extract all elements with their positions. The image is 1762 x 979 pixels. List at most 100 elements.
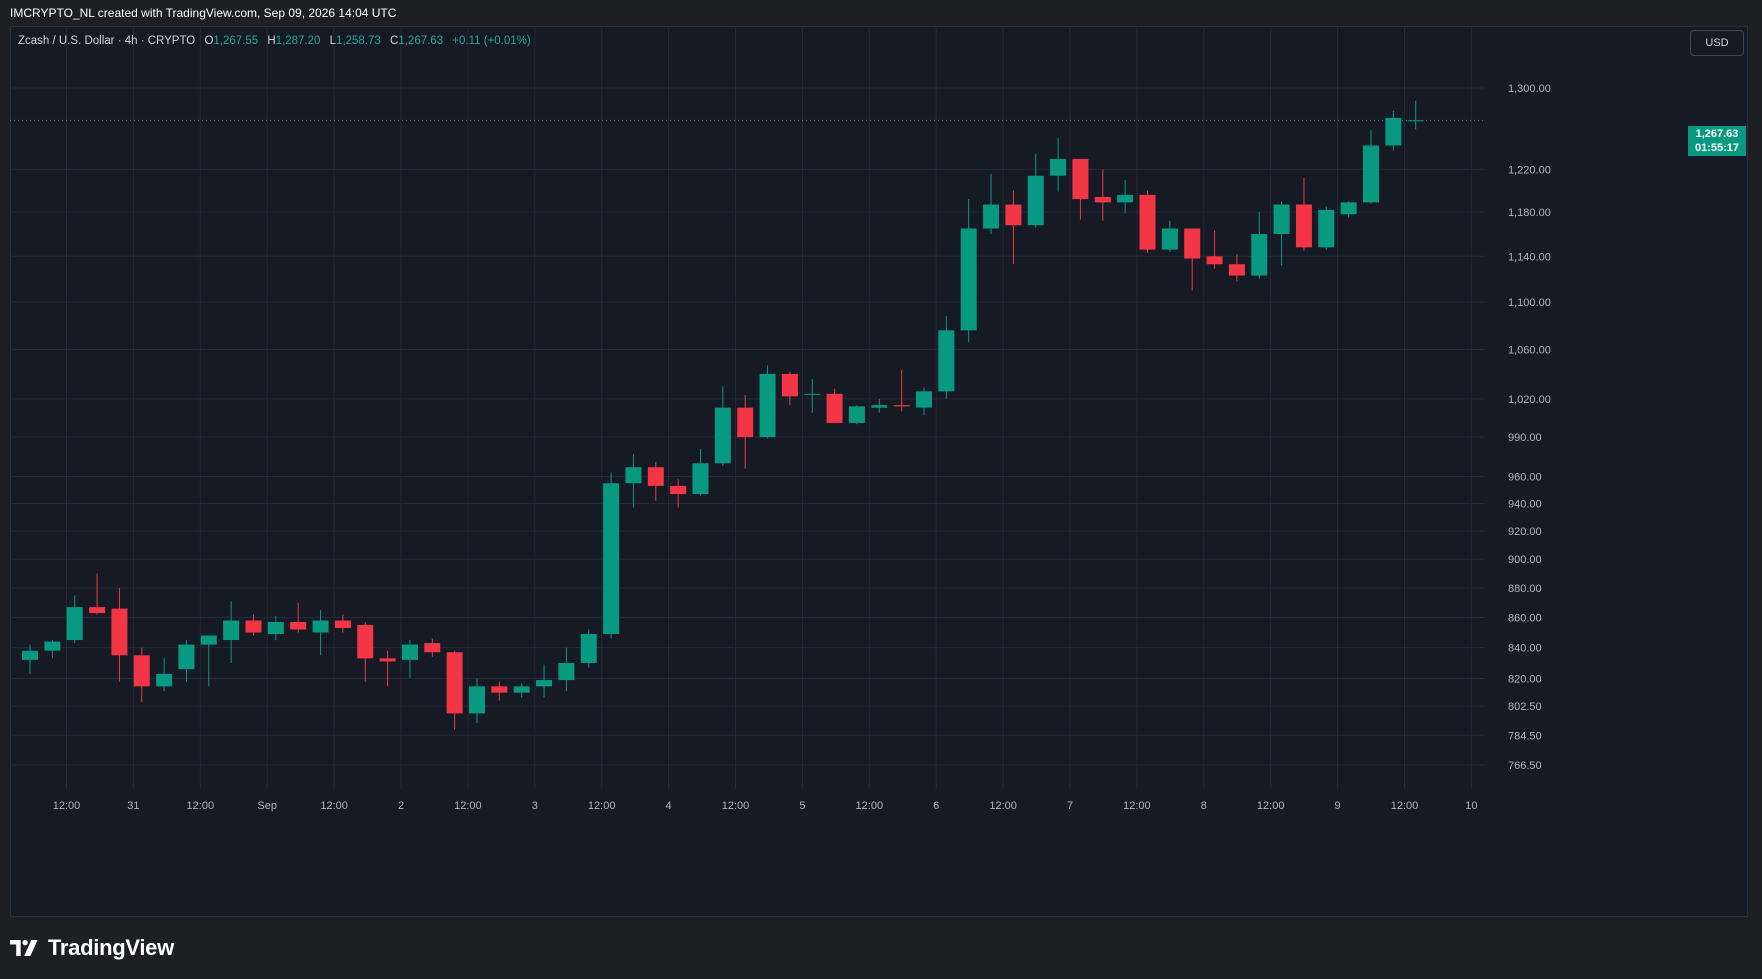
candle[interactable] xyxy=(960,199,977,343)
candle[interactable] xyxy=(1184,228,1201,291)
candle[interactable] xyxy=(781,371,798,406)
candle[interactable] xyxy=(670,479,687,508)
y-tick-label: 1,060.00 xyxy=(1508,345,1551,357)
candle-body xyxy=(89,607,106,614)
candle[interactable] xyxy=(1318,206,1335,250)
candle[interactable] xyxy=(223,601,240,664)
candle[interactable] xyxy=(22,644,38,674)
candle[interactable] xyxy=(804,378,821,413)
candle-body xyxy=(1050,158,1067,176)
y-tick-label: 840.00 xyxy=(1508,643,1542,655)
x-tick-label: 12:00 xyxy=(722,800,750,812)
candle[interactable] xyxy=(1206,230,1223,269)
y-tick-label: 860.00 xyxy=(1508,613,1542,625)
x-tick-label: 6 xyxy=(933,800,939,812)
candle-body xyxy=(536,680,553,687)
change-value: +0.11 (+0.01%) xyxy=(452,35,531,47)
candle[interactable] xyxy=(1027,153,1044,228)
candle[interactable] xyxy=(558,647,575,692)
low-label: L xyxy=(329,35,337,47)
y-tick-label: 900.00 xyxy=(1508,554,1542,566)
candle-body xyxy=(156,673,173,687)
candle[interactable] xyxy=(1228,254,1245,282)
candle[interactable] xyxy=(200,635,217,687)
tradingview-logo-icon[interactable] xyxy=(10,938,42,958)
x-tick-label: 12:00 xyxy=(856,800,884,812)
candle[interactable] xyxy=(1273,201,1290,266)
candle[interactable] xyxy=(1005,190,1022,265)
candle[interactable] xyxy=(1094,169,1111,221)
candle-body xyxy=(1385,117,1402,146)
candle[interactable] xyxy=(133,647,150,703)
candle[interactable] xyxy=(580,629,597,668)
candle[interactable] xyxy=(89,573,106,615)
candle-body xyxy=(1228,264,1245,276)
candle[interactable] xyxy=(893,370,910,412)
x-tick-label: 31 xyxy=(127,800,139,812)
symbol-name[interactable]: Zcash / U.S. Dollar · 4h · CRYPTO xyxy=(18,35,196,47)
candle[interactable] xyxy=(513,683,530,698)
candle[interactable] xyxy=(692,448,709,496)
candle[interactable] xyxy=(536,664,553,698)
candle[interactable] xyxy=(1363,130,1379,204)
candle[interactable] xyxy=(424,638,441,657)
candle[interactable] xyxy=(1407,100,1424,130)
candle[interactable] xyxy=(245,614,262,636)
x-tick-label: 12:00 xyxy=(588,800,616,812)
candle[interactable] xyxy=(401,640,418,679)
candle[interactable] xyxy=(312,610,329,656)
candle[interactable] xyxy=(1139,190,1156,253)
candle[interactable] xyxy=(44,640,61,659)
candle[interactable] xyxy=(826,388,843,423)
candle[interactable] xyxy=(916,387,932,416)
candle-body xyxy=(111,608,128,656)
chart-panel[interactable] xyxy=(10,26,1748,917)
candle-body xyxy=(66,607,83,641)
candle[interactable] xyxy=(446,650,463,730)
candle-body xyxy=(133,655,150,687)
candle[interactable] xyxy=(469,678,485,724)
candle[interactable] xyxy=(714,386,731,466)
candle-body xyxy=(558,663,575,681)
y-tick-label: 784.50 xyxy=(1508,730,1542,742)
candle[interactable] xyxy=(1251,212,1268,279)
candle[interactable] xyxy=(1072,158,1089,220)
candle-body xyxy=(938,330,955,392)
candle[interactable] xyxy=(111,588,128,682)
currency-button[interactable]: USD xyxy=(1690,30,1744,56)
candle[interactable] xyxy=(156,658,173,692)
candle-body xyxy=(1251,234,1268,276)
candle[interactable] xyxy=(848,405,865,425)
y-tick-label: 1,180.00 xyxy=(1508,207,1551,219)
candle[interactable] xyxy=(379,650,396,687)
candle[interactable] xyxy=(357,621,374,682)
candle[interactable] xyxy=(1295,177,1312,251)
candle[interactable] xyxy=(491,681,508,701)
candle[interactable] xyxy=(178,640,195,682)
brand-name[interactable]: TradingView xyxy=(48,935,174,960)
candles xyxy=(22,100,1424,730)
low-value: 1,258.73 xyxy=(336,35,381,47)
candle[interactable] xyxy=(737,395,754,469)
candle-body xyxy=(714,407,731,464)
candle[interactable] xyxy=(871,398,888,413)
candle[interactable] xyxy=(983,173,1000,235)
candle[interactable] xyxy=(1161,220,1178,252)
y-tick-label: 880.00 xyxy=(1508,583,1542,595)
candle[interactable] xyxy=(1340,201,1357,218)
candle[interactable] xyxy=(625,454,642,508)
candle[interactable] xyxy=(1050,138,1067,192)
x-tick-label: 10 xyxy=(1465,800,1477,812)
x-tick-label: 12:00 xyxy=(454,800,482,812)
candle[interactable] xyxy=(603,472,620,639)
candle[interactable] xyxy=(759,365,776,439)
candlestick-chart[interactable]: 1,300.00 1,220.00 1,180.00 1,140.00 1,100.00… xyxy=(10,26,1748,917)
candle[interactable] xyxy=(1385,110,1402,151)
candle[interactable] xyxy=(647,461,664,501)
candle[interactable] xyxy=(66,595,83,644)
candle[interactable] xyxy=(938,316,955,399)
candle[interactable] xyxy=(1117,179,1134,214)
candle[interactable] xyxy=(267,616,284,641)
candle[interactable] xyxy=(334,614,351,633)
candle[interactable] xyxy=(290,602,307,633)
